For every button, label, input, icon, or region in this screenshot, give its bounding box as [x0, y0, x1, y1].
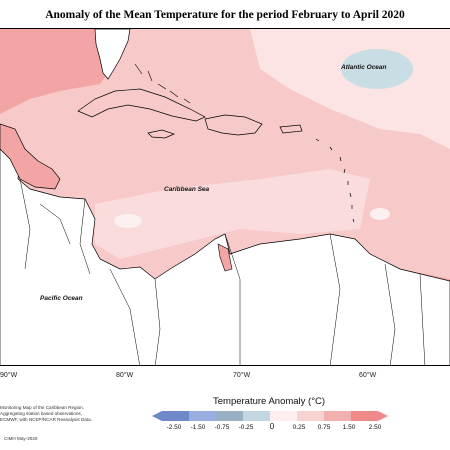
credit-line: CIMH May-2020 — [4, 436, 38, 441]
cool-anomaly-patch — [341, 49, 413, 89]
legend-bin — [216, 411, 243, 421]
legend-tick-label: -0.75 — [214, 424, 230, 431]
legend-tick-label: -1.50 — [190, 424, 206, 431]
legend-bin — [162, 411, 189, 421]
map-panel: Atlantic Ocean Caribbean Sea Pacific Oce… — [0, 28, 450, 366]
lake-maracaibo — [217, 243, 233, 272]
anomaly-zone-pale-1 — [114, 214, 142, 228]
anomaly-zone-gulf — [0, 29, 120, 114]
florida — [94, 29, 131, 80]
longitude-label: 70°W — [233, 372, 251, 379]
map-title: Anomaly of the Mean Temperature for the … — [45, 9, 405, 21]
longitude-label: 90°W — [0, 372, 18, 379]
legend-title: Temperature Anomaly (°C) — [213, 396, 326, 407]
puerto-rico — [279, 124, 303, 134]
hispaniola — [204, 114, 263, 136]
caribbean-sea-label: Caribbean Sea — [164, 186, 210, 193]
legend-colorbar — [152, 411, 388, 421]
legend-tick-label: 0 — [269, 422, 275, 431]
bahamas — [134, 63, 191, 104]
jamaica — [147, 129, 175, 139]
legend-bin — [189, 411, 216, 421]
anomaly-map — [0, 29, 450, 365]
cuba — [77, 88, 206, 122]
credit-line: Aggregating station based observations, — [0, 411, 82, 416]
longitude-label: 60°W — [359, 372, 377, 379]
legend-bin — [351, 411, 378, 421]
legend-bin — [270, 411, 297, 421]
country-borders — [19, 178, 426, 365]
anomaly-zone-caribbean — [95, 169, 370, 259]
longitude-label: 80°W — [116, 372, 134, 379]
legend-tick-label: -2.50 — [166, 424, 182, 431]
pacific-ocean-label: Pacific Ocean — [40, 295, 83, 302]
legend-bin — [243, 411, 270, 421]
legend-tick-label: 2.50 — [368, 424, 382, 431]
legend-tick-label: 0.75 — [317, 424, 331, 431]
legend-bin — [324, 411, 351, 421]
credit-line: Monitoring Map of the Caribbean Region. — [0, 405, 85, 410]
legend-tick-label: -0.25 — [238, 424, 254, 431]
credit-line: ECMWF, with NCEP/NCAR Reanalysis Data. — [0, 417, 92, 422]
atlantic-ocean-label: Atlantic Ocean — [341, 64, 387, 71]
legend-arrow-low — [152, 411, 162, 421]
anomaly-zone-pale-2 — [370, 208, 390, 220]
legend-tick-label: 0.25 — [292, 424, 306, 431]
yucatan — [0, 123, 61, 190]
legend-tick-label: 1.50 — [342, 424, 356, 431]
legend-arrow-high — [378, 411, 388, 421]
legend-bin — [297, 411, 324, 421]
mainland — [0, 128, 450, 365]
